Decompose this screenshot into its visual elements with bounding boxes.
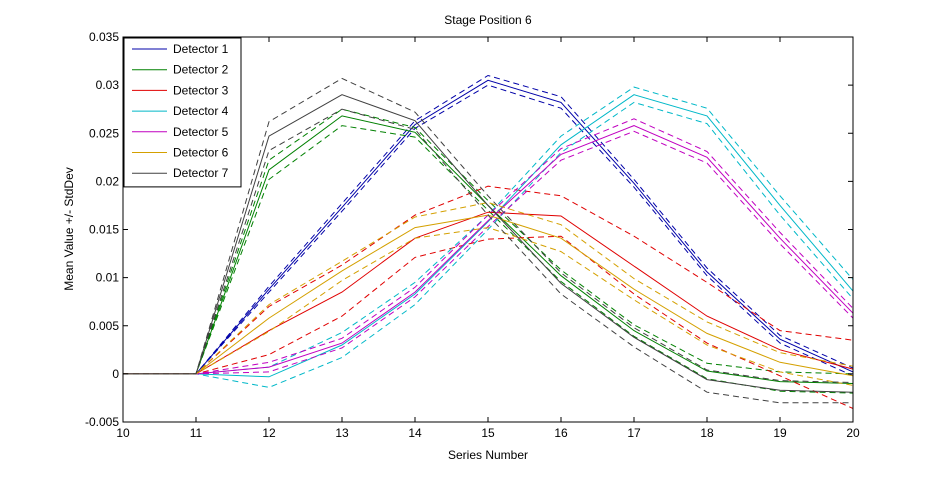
x-tick-label: 14 bbox=[408, 426, 422, 440]
y-tick-label: 0.015 bbox=[89, 223, 119, 237]
detector-7-upper-line bbox=[123, 77, 854, 383]
axis-ticks: 10 11 12 13 14 15 16 17 18 19 20 -0.005 0 0.005 0.01 0.… bbox=[85, 30, 860, 440]
plot-lines bbox=[123, 74, 854, 409]
legend: Detector 1 Detector 2 Detector 3 Detector 4… bbox=[123, 37, 242, 188]
detector-1-upper-line bbox=[123, 74, 854, 375]
y-tick-label: 0.01 bbox=[96, 271, 120, 285]
detector-6-lower-line bbox=[123, 227, 854, 386]
x-tick-label: 15 bbox=[481, 426, 495, 440]
chart-title: Stage Position 6 bbox=[444, 13, 532, 27]
detector-4-mean-line bbox=[123, 94, 854, 378]
detector-3-mean-line bbox=[123, 211, 854, 375]
legend-label-detector-6: Detector 6 bbox=[173, 146, 229, 160]
legend-label-detector-2: Detector 2 bbox=[173, 63, 229, 77]
legend-label-detector-5: Detector 5 bbox=[173, 125, 229, 139]
x-tick-label: 16 bbox=[554, 426, 568, 440]
x-tick-label: 11 bbox=[190, 426, 203, 440]
y-tick-label: 0.02 bbox=[96, 174, 120, 188]
y-tick-label: 0.03 bbox=[96, 78, 120, 92]
y-tick-label: 0.035 bbox=[89, 30, 119, 44]
detector-6-upper-line bbox=[123, 201, 854, 375]
detector-7-mean-line bbox=[123, 94, 854, 393]
x-tick-label: 20 bbox=[846, 426, 860, 440]
y-tick-label: -0.005 bbox=[85, 415, 119, 429]
x-tick-label: 19 bbox=[773, 426, 787, 440]
legend-box bbox=[123, 37, 242, 188]
detector-5-lower-line bbox=[123, 130, 854, 375]
detector-5-mean-line bbox=[123, 125, 854, 375]
legend-label-detector-1: Detector 1 bbox=[173, 42, 229, 56]
detector-2-upper-line bbox=[123, 108, 854, 375]
y-axis-label: Mean Value +/- StdDev bbox=[62, 167, 76, 291]
detector-4-lower-line bbox=[123, 101, 854, 388]
legend-label-detector-4: Detector 4 bbox=[173, 104, 229, 118]
y-tick-label: 0.025 bbox=[89, 126, 119, 140]
y-tick-label: 0.005 bbox=[89, 319, 119, 333]
legend-label-detector-3: Detector 3 bbox=[173, 83, 229, 97]
x-tick-label: 12 bbox=[262, 426, 276, 440]
x-tick-label: 17 bbox=[627, 426, 641, 440]
x-tick-label: 13 bbox=[335, 426, 349, 440]
x-tick-label: 10 bbox=[116, 426, 130, 440]
y-tick-label: 0 bbox=[112, 367, 119, 381]
x-tick-label: 18 bbox=[700, 426, 714, 440]
detector-7-lower-line bbox=[123, 108, 853, 404]
detector-3-upper-line bbox=[123, 185, 854, 375]
detector-1-mean-line bbox=[123, 79, 854, 375]
x-axis-label: Series Number bbox=[448, 448, 528, 462]
legend-label-detector-7: Detector 7 bbox=[173, 166, 229, 180]
